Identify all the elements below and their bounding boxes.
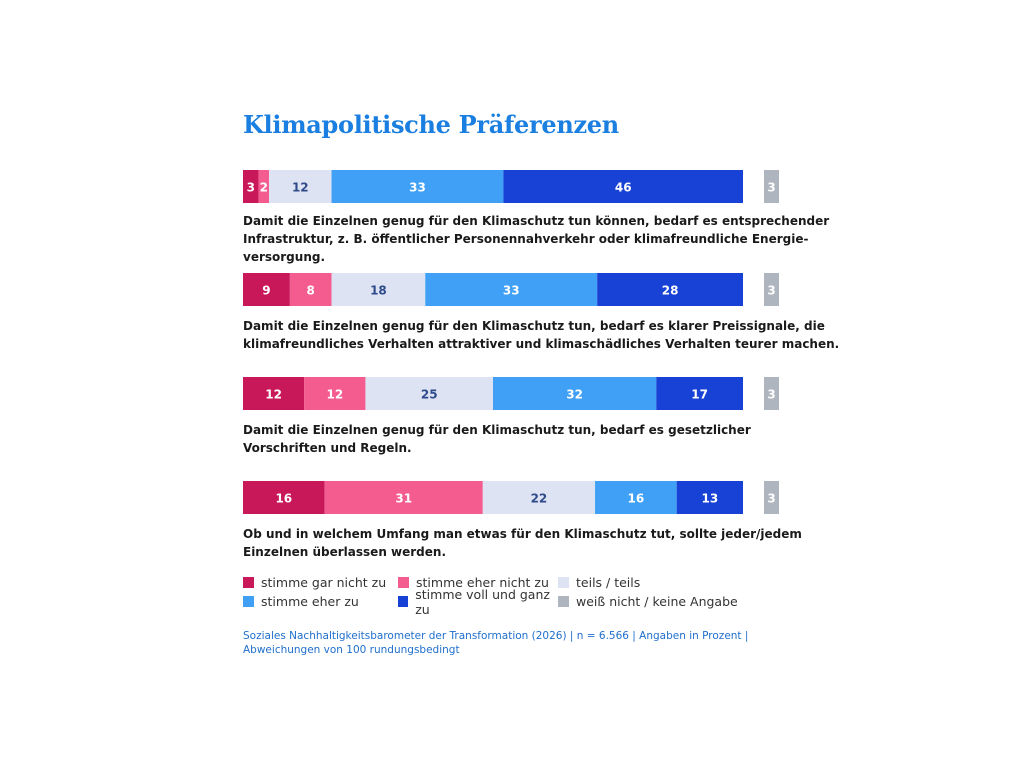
data-label: 12 (292, 181, 309, 195)
data-label: 33 (503, 284, 520, 298)
legend-label: stimme eher zu (261, 594, 359, 609)
legend-item-eher-nicht: stimme eher nicht zu (398, 575, 558, 590)
legend-label: stimme eher nicht zu (416, 575, 549, 590)
data-label: 17 (691, 388, 708, 402)
data-label: 8 (307, 284, 315, 298)
bar-segment (597, 273, 743, 306)
data-label: 3 (767, 181, 775, 195)
statement-line: Infrastruktur, z. B. öffentlicher Person… (243, 232, 808, 246)
data-label: 16 (275, 492, 292, 506)
legend-swatch (243, 596, 254, 607)
bar-segment (258, 170, 270, 203)
data-label: 16 (628, 492, 645, 506)
legend-label: stimme gar nicht zu (261, 575, 387, 590)
statement-line: klimafreundliches Verhalten attraktiver … (243, 337, 839, 351)
legend-row-2: stimme eher zu stimme voll und ganz zu w… (243, 587, 738, 617)
legend-item-voll-und-ganz: stimme voll und ganz zu (398, 587, 558, 617)
data-label: 31 (395, 492, 412, 506)
legend-swatch (558, 596, 569, 607)
bar-segment (656, 377, 743, 410)
statement-line: Damit die Einzelnen genug für den Klimas… (243, 423, 751, 437)
statement-line: Damit die Einzelnen genug für den Klimas… (243, 214, 829, 228)
statement-line: versorgung. (243, 250, 325, 264)
chart-title: Klimapolitische Präferenzen (243, 110, 619, 139)
data-label: 13 (701, 492, 718, 506)
bar-segment (243, 273, 290, 306)
legend-swatch (558, 577, 569, 588)
bar-segment-no-answer (764, 377, 779, 410)
legend-label: weiß nicht / keine Angabe (576, 594, 738, 609)
legend-row-1: stimme gar nicht zu stimme eher nicht zu… (243, 573, 738, 592)
bar-segment (595, 481, 677, 514)
statement-line: Ob und in welchem Umfang man etwas für d… (243, 527, 802, 541)
legend-swatch (398, 577, 409, 588)
statement-line: Damit die Einzelnen genug für den Klimas… (243, 319, 825, 333)
data-label: 25 (421, 388, 438, 402)
statement-line: Einzelnen überlassen werden. (243, 545, 446, 559)
bar-segment (243, 377, 305, 410)
bar-segment (324, 481, 483, 514)
bar-segment-no-answer (764, 481, 779, 514)
legend-item-gar-nicht: stimme gar nicht zu (243, 575, 398, 590)
data-label: 12 (265, 388, 282, 402)
data-label: 28 (662, 284, 679, 298)
data-label: 3 (767, 388, 775, 402)
legend-swatch (243, 577, 254, 588)
bar-segment (289, 273, 332, 306)
bar-segment (676, 481, 743, 514)
legend-label: teils / teils (576, 575, 641, 590)
bar-segment (243, 481, 325, 514)
bar-segment (365, 377, 493, 410)
bar-segment (425, 273, 598, 306)
data-label: 46 (615, 181, 632, 195)
legend-item-eher-zu: stimme eher zu (243, 594, 398, 609)
data-label: 9 (262, 284, 270, 298)
data-label: 3 (767, 492, 775, 506)
bar-segment-no-answer (764, 170, 779, 203)
data-label: 32 (566, 388, 583, 402)
data-label: 12 (326, 388, 343, 402)
bar-segment (243, 170, 259, 203)
bar-segment (269, 170, 332, 203)
data-label: 3 (767, 284, 775, 298)
bar-segment (493, 377, 657, 410)
legend: stimme gar nicht zu stimme eher nicht zu… (243, 573, 738, 617)
bar-segment-no-answer (764, 273, 779, 306)
bar-segment (503, 170, 743, 203)
legend-item-weiss-nicht: weiß nicht / keine Angabe (558, 594, 738, 609)
bar-segment (482, 481, 596, 514)
statement-line: Vorschriften und Regeln. (243, 441, 412, 455)
source-note: Soziales Nachhaltigkeitsbarometer der Tr… (243, 630, 749, 656)
data-label: 3 (247, 181, 255, 195)
data-label: 2 (260, 181, 268, 195)
data-label: 18 (370, 284, 387, 298)
bar-segment (331, 170, 504, 203)
data-label: 22 (531, 492, 548, 506)
legend-swatch (398, 596, 409, 607)
legend-item-teils: teils / teils (558, 575, 640, 590)
bar-segment (331, 273, 426, 306)
legend-label: stimme voll und ganz zu (415, 586, 550, 617)
data-label: 33 (409, 181, 426, 195)
bar-segment (304, 377, 366, 410)
